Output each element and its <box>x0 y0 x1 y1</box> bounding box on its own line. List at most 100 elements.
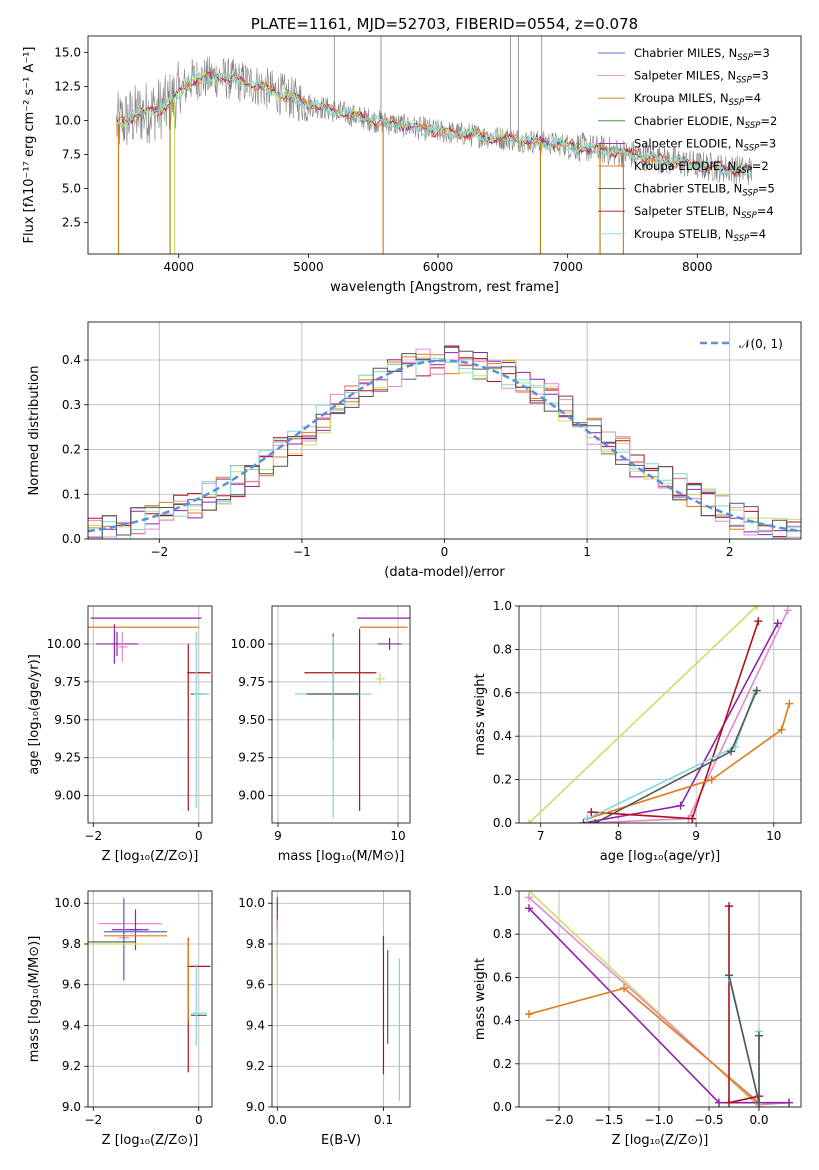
weight-marker <box>525 904 533 913</box>
weight-line <box>528 987 760 1104</box>
chart-spectrum: 4000 5000 6000 7000 8000 2.5 5.0 7.5 10.0 12.5 15.… <box>22 15 802 295</box>
plot-frame <box>518 605 802 824</box>
weight-marker <box>783 606 792 615</box>
chart-residuals: −2 −1 0 1 2 0.0 0.1 0.2 0.3 0.4 (data-model)/error… <box>27 321 802 580</box>
y-tick-label: 0.4 <box>493 729 512 743</box>
weight-line <box>528 606 758 823</box>
x-tick-label: 4000 <box>163 260 194 274</box>
chart-age_vs_mass: 9 10 9.00 9.25 9.50 9.75 10.00 mass [log₁₀(M/M⊙… <box>231 605 411 864</box>
weight-marker <box>785 1098 793 1107</box>
weight-marker <box>525 893 533 902</box>
x-tick-label: −0.5 <box>694 1113 723 1127</box>
x-tick-label: −1.5 <box>594 1113 623 1127</box>
y-axis-label: mass [log₁₀(M/M⊙)] <box>27 936 42 1063</box>
legend-entry: Salpeter MILES, NSSP=3 <box>634 69 769 86</box>
x-tick-label: 2 <box>726 545 734 559</box>
y-tick-label: 9.8 <box>62 937 81 951</box>
x-tick-label: 9 <box>692 829 700 843</box>
y-tick-label: 9.50 <box>54 713 81 727</box>
legend-entry: Chabrier MILES, NSSP=3 <box>634 46 770 63</box>
weight-marker <box>707 775 716 784</box>
legend-entry: 𝒩(0, 1) <box>739 337 783 351</box>
y-axis-label: Flux [fλ10⁻¹⁷ erg cm⁻² s⁻¹ A⁻¹] <box>22 47 37 244</box>
x-axis-label: E(B-V) <box>321 1133 361 1148</box>
y-tick-label: 9.75 <box>238 675 265 689</box>
weight-marker <box>752 606 761 610</box>
chart-mass_vs_Z: −2 0 9.0 9.2 9.4 9.6 9.8 10.0 Z [log₁₀(Z/Z⊙)] mas… <box>27 890 213 1148</box>
plot-frame <box>87 605 213 824</box>
plot-area-weight_vs_Z <box>525 891 793 1107</box>
model-spectrum <box>116 71 753 177</box>
x-tick-label: 6000 <box>423 260 454 274</box>
y-tick-label: 2.5 <box>62 216 81 230</box>
y-tick-label: 0.2 <box>62 443 81 457</box>
x-tick-label: 7 <box>537 829 545 843</box>
plot-area-weight_vs_age <box>525 606 794 823</box>
y-axis-label: mass weight <box>473 958 488 1040</box>
y-tick-label: 10.00 <box>47 637 81 651</box>
y-axis-label: Normed distribution <box>27 366 42 496</box>
weight-marker <box>755 1098 763 1107</box>
weight-marker <box>755 1031 763 1040</box>
plot-area-age_vs_mass <box>294 617 410 819</box>
x-tick-label: −2.0 <box>544 1113 573 1127</box>
x-tick-label: −1 <box>293 545 311 559</box>
legend-entry: Chabrier STELIB, NSSP=5 <box>634 182 775 199</box>
y-tick-label: 0.8 <box>493 642 512 656</box>
chart-weight_vs_Z: −2.0 −1.5 −1.0 −0.5 0.0 0.0 0.2 0.4 0.6 0.8 1.0 Z [… <box>473 884 802 1148</box>
y-tick-label: 9.0 <box>62 1100 81 1114</box>
x-tick-label: 8000 <box>682 260 713 274</box>
x-tick-label: 5000 <box>293 260 324 274</box>
x-tick-label: 0 <box>195 1113 203 1127</box>
legend-entry: Kroupa MILES, NSSP=4 <box>634 91 761 108</box>
y-tick-label: 9.2 <box>246 1059 265 1073</box>
x-axis-label: (data-model)/error <box>384 565 505 580</box>
plot-frame <box>87 890 213 1108</box>
weight-marker <box>587 808 596 817</box>
x-tick-label: −2 <box>150 545 168 559</box>
plot-area-age_vs_Z <box>88 617 211 811</box>
x-tick-label: −2 <box>84 1113 102 1127</box>
y-tick-label: 0.1 <box>62 487 81 501</box>
weight-line <box>587 692 756 820</box>
plot-frame <box>87 35 802 255</box>
y-tick-label: 0.4 <box>493 1014 512 1028</box>
y-tick-label: 1.0 <box>493 599 512 613</box>
y-tick-label: 9.00 <box>54 789 81 803</box>
weight-marker <box>727 747 736 756</box>
y-tick-label: 9.4 <box>62 1018 81 1032</box>
x-tick-label: 7000 <box>552 260 583 274</box>
x-axis-label: Z [log₁₀(Z/Z⊙)] <box>612 1133 709 1148</box>
x-tick-label: 1 <box>583 545 591 559</box>
weight-marker <box>591 819 600 823</box>
chart-weight_vs_age: 7 8 9 10 0.0 0.2 0.4 0.6 0.8 1.0 age [log₁₀(age/yr… <box>473 599 802 864</box>
x-tick-label: 9 <box>274 829 282 843</box>
weight-marker <box>676 801 685 810</box>
y-tick-label: 0.2 <box>493 1057 512 1071</box>
x-axis-label: wavelength [Angstrom, rest frame] <box>330 280 559 295</box>
plot-area-mass_vs_EBV <box>276 897 400 1101</box>
weight-marker <box>525 1010 533 1019</box>
x-tick-label: 0.0 <box>268 1113 287 1127</box>
legend-entry: Kroupa ELODIE, NSSP=2 <box>634 159 769 176</box>
chart-age_vs_Z: −2 0 9.00 9.25 9.50 9.75 10.00 Z [log₁₀(Z/Z⊙)] a… <box>27 605 213 864</box>
y-tick-label: 0.0 <box>62 532 81 546</box>
y-tick-label: 1.0 <box>493 884 512 898</box>
y-axis-label: mass weight <box>473 673 488 755</box>
legend-entry: Chabrier ELODIE, NSSP=2 <box>634 114 777 131</box>
weight-marker <box>725 971 733 980</box>
x-axis-label: Z [log₁₀(Z/Z⊙)] <box>102 849 199 864</box>
y-tick-label: 5.0 <box>62 182 81 196</box>
x-tick-label: 8 <box>615 829 623 843</box>
y-tick-label: 0.2 <box>493 773 512 787</box>
x-tick-label: 0 <box>195 829 203 843</box>
weight-line <box>591 620 760 820</box>
x-tick-label: 0.1 <box>374 1113 393 1127</box>
chart-title: PLATE=1161, MJD=52703, FIBERID=0554, z=0… <box>251 15 638 33</box>
legend: 𝒩(0, 1) <box>700 337 783 351</box>
residual-histogram <box>88 345 801 539</box>
y-axis-label: age [log₁₀(age/yr)] <box>27 654 42 775</box>
x-axis-label: age [log₁₀(age/yr)] <box>600 849 721 864</box>
y-tick-label: 9.25 <box>238 751 265 765</box>
